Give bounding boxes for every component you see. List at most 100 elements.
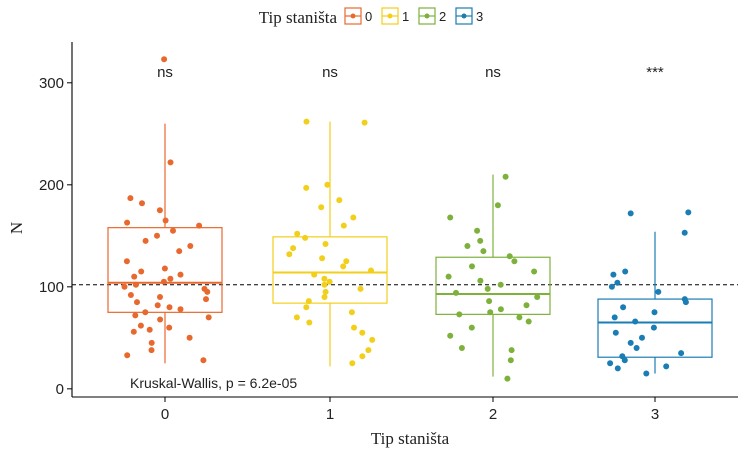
y-axis-label: N xyxy=(7,222,26,234)
point-0 xyxy=(127,195,134,202)
point-0 xyxy=(134,299,140,306)
point-3 xyxy=(651,309,658,316)
point-3 xyxy=(614,279,621,286)
legend-label: 3 xyxy=(476,9,483,24)
x-tick-label: 2 xyxy=(489,406,497,423)
point-0 xyxy=(124,219,131,226)
point-1 xyxy=(361,119,368,126)
point-3 xyxy=(627,339,634,346)
point-0 xyxy=(130,328,137,335)
point-1 xyxy=(369,336,376,343)
point-1 xyxy=(348,309,355,316)
point-0 xyxy=(161,265,168,272)
point-1 xyxy=(349,360,356,367)
point-3 xyxy=(678,350,685,357)
plot-area: 0 100 200 300 0 1 2 3 ns ns ns *** xyxy=(39,42,738,423)
point-2 xyxy=(508,347,515,354)
point-0 xyxy=(167,159,174,166)
point-0 xyxy=(177,306,184,313)
point-0 xyxy=(166,304,173,311)
point-3 xyxy=(622,268,629,275)
point-1 xyxy=(303,304,310,311)
point-0 xyxy=(203,296,209,303)
point-2 xyxy=(534,294,541,300)
point-3 xyxy=(607,360,614,367)
point-1 xyxy=(303,184,310,191)
point-3 xyxy=(650,324,657,331)
point-2 xyxy=(458,345,465,351)
legend-label: 2 xyxy=(439,9,446,24)
point-1 xyxy=(351,324,357,331)
point-0 xyxy=(142,237,149,244)
point-3 xyxy=(639,334,645,341)
legend-label: 0 xyxy=(365,9,372,24)
point-0 xyxy=(177,271,184,278)
point-3 xyxy=(682,299,689,306)
point-2 xyxy=(504,375,511,382)
point-0 xyxy=(161,56,168,63)
point-0 xyxy=(204,288,211,295)
legend-key-dot xyxy=(350,13,356,19)
point-1 xyxy=(311,271,318,278)
point-2 xyxy=(502,173,509,180)
point-0 xyxy=(162,217,169,224)
point-3 xyxy=(620,304,627,311)
significance-label-2: ns xyxy=(485,64,501,81)
point-1 xyxy=(318,204,325,211)
point-2 xyxy=(523,302,530,309)
point-1 xyxy=(326,278,333,285)
point-2 xyxy=(511,258,518,265)
kruskal-wallis-annotation: Kruskal-Wallis, p = 6.2e-05 xyxy=(130,375,297,391)
point-1 xyxy=(302,234,309,241)
x-axis-label: Tip staništa xyxy=(371,429,450,448)
point-1 xyxy=(294,230,301,237)
point-0 xyxy=(187,243,194,249)
point-2 xyxy=(468,324,475,331)
point-0 xyxy=(157,316,164,323)
y-tick-label: 200 xyxy=(39,177,64,194)
point-1 xyxy=(368,267,374,274)
point-3 xyxy=(611,314,618,321)
point-2 xyxy=(464,243,471,249)
point-1 xyxy=(340,263,347,270)
point-1 xyxy=(324,181,331,188)
point-0 xyxy=(123,258,130,265)
box-0 xyxy=(107,123,223,364)
point-2 xyxy=(516,314,523,321)
point-3 xyxy=(663,363,670,370)
point-2 xyxy=(447,332,454,339)
legend-entry-2: 2 xyxy=(418,7,446,25)
point-0 xyxy=(131,273,138,280)
legend-entry-0: 0 xyxy=(344,7,372,25)
point-2 xyxy=(477,277,484,284)
point-2 xyxy=(447,214,454,221)
point-0 xyxy=(121,283,128,290)
point-0 xyxy=(148,339,155,346)
point-1 xyxy=(357,285,364,292)
point-0 xyxy=(154,232,160,239)
point-2 xyxy=(497,281,504,288)
box-2 xyxy=(435,174,551,377)
point-1 xyxy=(322,288,329,295)
point-0 xyxy=(137,322,144,329)
significance-label-0: ns xyxy=(157,64,173,81)
point-2 xyxy=(506,253,513,260)
point-1 xyxy=(293,314,300,321)
legend-key-dot xyxy=(461,13,467,19)
point-3 xyxy=(608,283,615,290)
legend-key-dot xyxy=(424,13,430,19)
point-2 xyxy=(497,306,504,313)
point-2 xyxy=(507,357,514,364)
point-0 xyxy=(186,334,193,341)
point-2 xyxy=(486,298,493,305)
point-1 xyxy=(340,222,347,229)
point-3 xyxy=(632,318,639,325)
point-1 xyxy=(321,281,328,288)
point-0 xyxy=(160,278,167,285)
point-3 xyxy=(610,271,617,278)
significance-labels: ns ns ns *** xyxy=(157,64,664,81)
point-0 xyxy=(170,227,176,234)
box-iqr xyxy=(272,236,388,304)
legend-key-dot xyxy=(387,13,393,19)
point-0 xyxy=(167,275,174,282)
